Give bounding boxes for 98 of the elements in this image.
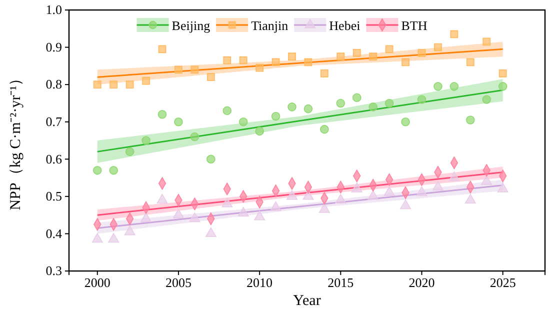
point [158, 110, 167, 119]
point [190, 132, 200, 142]
point [92, 166, 102, 175]
point [158, 45, 166, 54]
y-tick-label: 1.0 [46, 2, 62, 18]
y-tick-label: 0.9 [46, 39, 62, 54]
point [271, 112, 280, 121]
point [140, 212, 152, 222]
point [304, 104, 313, 114]
point [205, 227, 216, 238]
point [288, 52, 296, 61]
point [336, 98, 346, 108]
point [238, 117, 248, 126]
point [109, 166, 118, 175]
point [189, 212, 200, 222]
point [156, 194, 168, 204]
point [352, 93, 362, 102]
point [450, 82, 459, 91]
x-tick-label: 2010 [246, 275, 273, 290]
point [320, 69, 328, 78]
point [352, 48, 361, 57]
point [288, 102, 296, 112]
legend-label: BTH [401, 18, 428, 33]
point [320, 124, 329, 134]
point [400, 199, 412, 210]
point [256, 64, 264, 72]
point [142, 136, 150, 145]
y-tick-label: 0.3 [46, 263, 62, 278]
point [482, 38, 491, 46]
point [172, 208, 184, 218]
point [206, 73, 215, 82]
point [402, 58, 410, 66]
point [125, 147, 134, 156]
point [498, 69, 507, 78]
point [432, 180, 444, 190]
point [222, 106, 232, 116]
point [126, 80, 134, 89]
point [368, 102, 378, 112]
x-tick-label: 2005 [165, 275, 192, 290]
point [351, 182, 362, 192]
point [401, 117, 410, 126]
point [336, 52, 345, 61]
point [497, 182, 508, 192]
point [482, 95, 492, 104]
point [466, 116, 475, 124]
point [498, 82, 508, 91]
point [255, 126, 264, 136]
point [302, 190, 314, 200]
point [368, 190, 379, 200]
y-axis-title: NPP（kg C·m⁻²·yr⁻¹） [8, 70, 24, 210]
legend-label: Tianjin [251, 18, 289, 33]
point [450, 30, 458, 38]
point [418, 48, 426, 57]
point [369, 52, 378, 61]
point [384, 186, 395, 196]
point [286, 190, 298, 200]
point [417, 95, 426, 104]
y-tick-label: 0.7 [46, 114, 62, 130]
x-tick-label: 2000 [84, 275, 110, 290]
point [464, 194, 476, 204]
point [174, 117, 183, 126]
point [254, 210, 266, 220]
point [190, 66, 199, 74]
x-tick-label: 2015 [328, 275, 354, 290]
point [385, 45, 394, 54]
point [92, 233, 103, 243]
point [416, 186, 428, 196]
point [174, 66, 182, 74]
point [238, 206, 249, 217]
point [222, 198, 233, 208]
point [304, 58, 312, 66]
point [448, 172, 460, 182]
x-tick-label: 2025 [490, 275, 516, 290]
point [384, 98, 394, 108]
point [434, 43, 442, 52]
point [124, 226, 136, 236]
point [318, 203, 330, 213]
point [466, 58, 474, 66]
point [434, 82, 442, 91]
point [481, 175, 492, 185]
legend-label: Beijing [172, 18, 211, 33]
point [272, 58, 280, 66]
legend-label: Hebei [329, 18, 361, 33]
point [335, 194, 346, 204]
point [110, 80, 118, 89]
y-tick-label: 0.6 [46, 151, 62, 166]
point [206, 154, 216, 164]
point [142, 76, 150, 85]
x-tick-label: 2020 [408, 275, 435, 290]
point [108, 233, 120, 243]
y-tick-label: 0.8 [46, 76, 62, 92]
point [93, 80, 102, 89]
x-axis-title: Year [293, 293, 321, 309]
y-tick-label: 0.4 [46, 226, 62, 241]
y-tick-label: 0.5 [46, 188, 62, 204]
point [270, 201, 282, 211]
point [239, 56, 248, 64]
point [223, 56, 232, 64]
